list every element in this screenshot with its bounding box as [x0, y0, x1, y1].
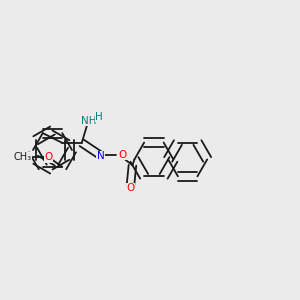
Text: O: O [44, 152, 53, 162]
Text: O: O [126, 183, 135, 194]
Text: O: O [118, 150, 127, 160]
Text: N: N [97, 151, 105, 161]
Text: CH₃: CH₃ [14, 152, 32, 162]
Text: NH: NH [81, 116, 97, 126]
Text: H: H [95, 112, 103, 122]
